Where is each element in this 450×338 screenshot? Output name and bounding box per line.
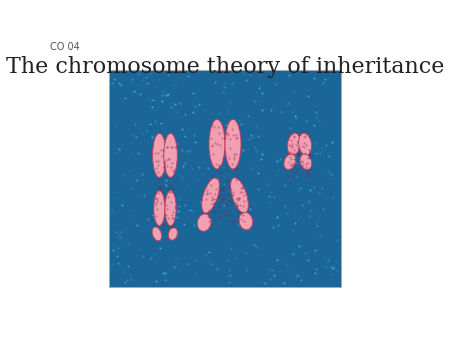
Ellipse shape [284,154,296,170]
Ellipse shape [154,191,165,226]
Text: CO 04: CO 04 [50,42,79,52]
Ellipse shape [164,134,177,177]
Ellipse shape [168,227,177,240]
Ellipse shape [165,191,176,226]
Ellipse shape [239,212,253,230]
Ellipse shape [153,134,166,177]
Ellipse shape [209,119,225,169]
Text: The chromosome theory of inheritance: The chromosome theory of inheritance [6,56,444,78]
Ellipse shape [152,227,162,241]
Ellipse shape [230,178,248,213]
Ellipse shape [288,133,301,155]
Ellipse shape [300,154,312,170]
Ellipse shape [225,119,241,169]
Ellipse shape [298,133,311,155]
Ellipse shape [202,178,220,213]
Ellipse shape [197,214,211,232]
Bar [109,71,341,287]
